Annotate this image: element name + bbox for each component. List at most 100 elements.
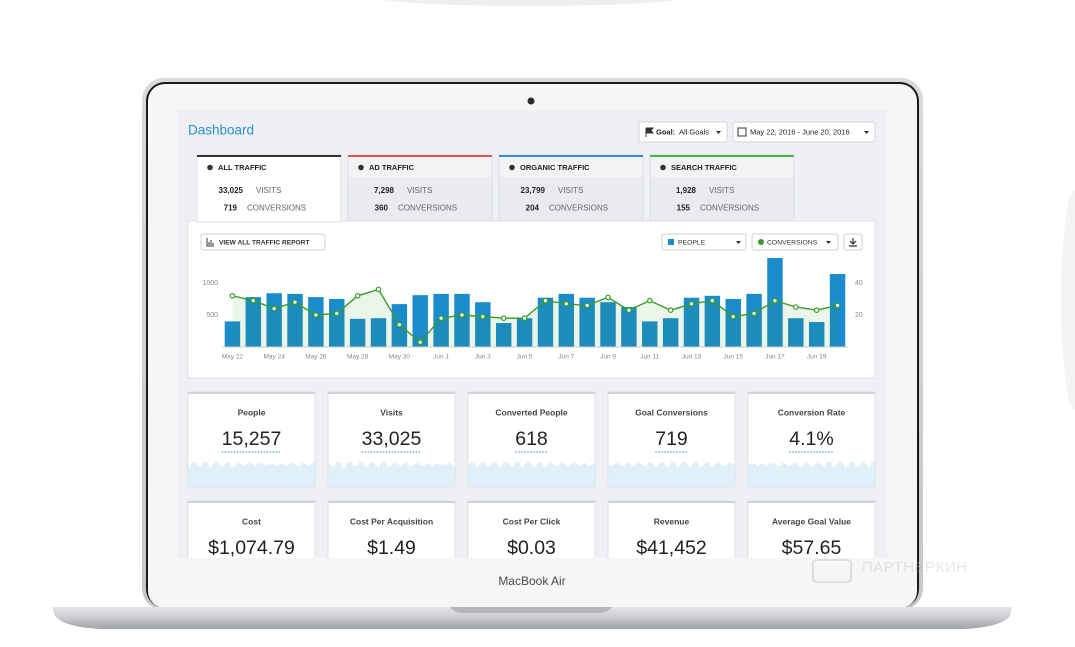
line-point [375, 286, 382, 293]
kpi-card-top [468, 501, 595, 503]
kpi-sparkline [748, 461, 875, 487]
kpi-label: Revenue [654, 516, 690, 526]
line-point [667, 307, 674, 314]
bar [662, 318, 679, 347]
y2-tick-label: 20 [855, 312, 863, 319]
bar [495, 323, 512, 347]
bar [224, 321, 241, 347]
tab-conversions: 204 [526, 204, 540, 213]
bar [704, 295, 721, 347]
line-point [834, 302, 841, 309]
tab-visits-label: VISITS [407, 186, 432, 195]
watermark-group: ПАРТНЕРКИН [812, 559, 967, 583]
tab-visits: 1,928 [676, 186, 697, 195]
report-button[interactable] [200, 233, 326, 251]
line-point [793, 304, 799, 310]
line-point [417, 339, 424, 346]
tab-icon [358, 164, 364, 171]
tab-visits-label: VISITS [256, 186, 281, 195]
x-tick-label: Jun 19 [807, 354, 827, 361]
kpi-card-top [468, 392, 595, 394]
line-point [709, 297, 716, 304]
kpi-value: $1,074.79 [208, 537, 295, 559]
line-point [813, 307, 820, 314]
x-tick-label: Jun 5 [517, 354, 533, 361]
kpi-label: Cost Per Click [503, 516, 561, 526]
kpi-card-top [748, 501, 875, 503]
flag-icon [645, 127, 655, 137]
kpi-sparkline [188, 461, 315, 487]
tab-visits: 23,799 [521, 186, 546, 195]
kpi-label: Conversion Rate [778, 407, 846, 417]
screen: Dashboard Goal: All Goals May 22, 2016 -… [178, 110, 887, 559]
tab-accent [197, 155, 341, 157]
date-range-dropdown[interactable] [732, 121, 876, 143]
kpi-card [327, 500, 456, 558]
goal-label: Goal: [656, 127, 675, 136]
watermark: ПАРТНЕРКИН [862, 559, 967, 576]
line-point [626, 307, 632, 314]
legend-dropdown[interactable] [751, 233, 839, 251]
bar [308, 297, 324, 347]
x-tick-label: May 30 [389, 354, 411, 361]
kpi-label: Cost [242, 516, 261, 526]
report-button-label: VIEW ALL TRAFFIC REPORT [219, 239, 309, 246]
bar [621, 307, 637, 347]
bar [829, 274, 846, 347]
watermark-icon [812, 559, 852, 583]
goal-dropdown[interactable] [638, 121, 728, 143]
x-tick-label: Jun 11 [640, 354, 659, 361]
line-point [271, 305, 277, 312]
line-point [730, 313, 737, 320]
caret [826, 241, 831, 244]
y2-tick-label: 40 [855, 280, 863, 287]
line-point [772, 297, 778, 304]
kpi-label: Converted People [495, 407, 568, 417]
line-point [438, 315, 444, 322]
calendar-icon [737, 127, 747, 137]
side-shadow [1061, 190, 1075, 410]
kpi-sparkline [328, 461, 455, 487]
line-point [333, 310, 340, 317]
top-shadow [383, 0, 677, 6]
x-tick-label: Jun 17 [765, 354, 785, 361]
tab-title: AD TRAFFIC [369, 163, 415, 172]
tab-title: ORGANIC TRAFFIC [520, 163, 590, 172]
kpi-card-top [608, 501, 735, 503]
line-point [459, 312, 465, 318]
x-tick-label: Jun 3 [475, 354, 491, 361]
chart-icon [206, 238, 214, 247]
kpi-label: Cost Per Acquisition [350, 516, 433, 526]
tab-conversions-label: CONVERSIONS [700, 204, 759, 213]
kpi-card [187, 500, 316, 558]
bar [454, 293, 470, 347]
tab-visits-label: VISITS [558, 186, 583, 195]
line-point [751, 310, 757, 317]
line-point [605, 294, 611, 301]
line-point [313, 312, 319, 318]
tab-visits: 33,025 [219, 186, 244, 195]
kpi-value: 15,257 [222, 428, 282, 450]
tab-accent [499, 155, 643, 157]
line-point [480, 313, 486, 320]
kpi-value: 33,025 [362, 428, 422, 450]
line-area [232, 289, 838, 347]
legend-swatch [668, 239, 674, 245]
legend-label: PEOPLE [678, 239, 706, 246]
kpi-card-top [608, 392, 735, 394]
device-brand: MacBook Air [498, 574, 565, 588]
date-range: May 22, 2016 - June 20, 2016 [750, 127, 850, 136]
tab-header [348, 157, 492, 177]
bar [788, 318, 804, 347]
kpi-value: 4.1% [789, 428, 833, 450]
bar [683, 297, 700, 347]
kpi-card [607, 500, 736, 558]
x-tick-label: Jun 7 [558, 354, 574, 361]
kpi-label: People [238, 407, 266, 417]
legend-dropdown[interactable] [661, 233, 747, 251]
kpi-sparkline [468, 461, 595, 487]
line [232, 288, 838, 344]
bar [808, 322, 825, 347]
tab-title: SEARCH TRAFFIC [671, 163, 737, 172]
